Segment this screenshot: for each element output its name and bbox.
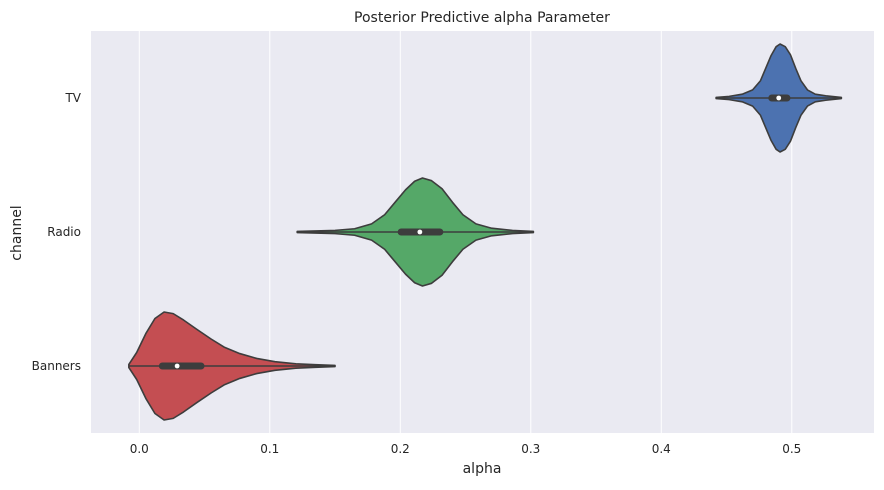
x-tick-label: 0.2	[391, 442, 410, 456]
violin-median-point	[174, 363, 180, 369]
chart-title: Posterior Predictive alpha Parameter	[354, 10, 610, 26]
x-axis-title: alpha	[463, 461, 502, 477]
y-tick-label: Radio	[47, 225, 81, 239]
violins	[128, 43, 843, 421]
violin-iqr-box	[158, 362, 205, 370]
violin-median-point	[417, 229, 423, 235]
y-tick-label: TV	[64, 91, 81, 105]
y-tick-label: Banners	[32, 359, 81, 373]
x-tick-label: 0.4	[652, 442, 671, 456]
y-axis-title: channel	[9, 205, 25, 260]
x-tick-label: 0.3	[521, 442, 540, 456]
x-tick-labels: 0.0 0.1 0.2 0.3 0.4 0.5	[130, 442, 802, 456]
x-tick-label: 0.1	[260, 442, 279, 456]
y-tick-labels: TV Radio Banners	[32, 91, 82, 373]
violin-median-point	[776, 95, 782, 101]
x-tick-label: 0.0	[130, 442, 149, 456]
x-tick-label: 0.5	[782, 442, 801, 456]
